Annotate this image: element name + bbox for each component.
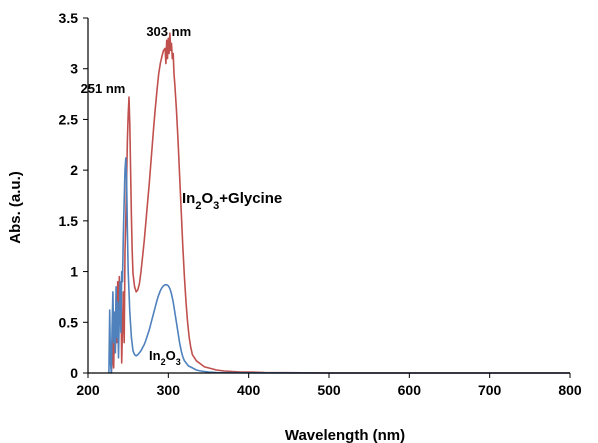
label-subscript: 3: [176, 357, 181, 367]
x-tick-label: 600: [398, 382, 422, 398]
y-tick-label: 1: [70, 264, 78, 280]
x-tick-label: 400: [237, 382, 261, 398]
x-tick-label: 300: [157, 382, 181, 398]
label-text: O: [166, 348, 176, 363]
y-tick-label: 0.5: [59, 314, 79, 330]
series-label-in2o3: In2O3: [149, 348, 181, 367]
label-text: +Glycine: [219, 190, 282, 207]
label-text: In: [182, 190, 195, 207]
ticks-layer: 200 300 400 500 600 700 800 0 0.5 1 1.5 2 2.5 3 3.5: [59, 10, 582, 398]
x-tick-label: 500: [317, 382, 341, 398]
x-axis-label: Wavelength (nm): [285, 427, 405, 443]
x-tick-label: 800: [558, 382, 582, 398]
x-tick-label: 700: [478, 382, 502, 398]
label-text: In: [149, 348, 161, 363]
series-label-in2o3-glycine: In2O3+Glycine: [182, 190, 282, 212]
label-subscript: 3: [213, 200, 219, 212]
y-tick-label: 2.5: [59, 111, 79, 127]
y-tick-label: 1.5: [59, 213, 79, 229]
y-axis-label: Abs. (a.u.): [7, 171, 24, 244]
series-line-glycine: [110, 32, 570, 374]
annotation-peak-303: 303 nm: [146, 24, 191, 39]
label-subscript: 2: [195, 200, 201, 212]
y-tick-label: 3.5: [59, 10, 79, 26]
label-subscript: 2: [161, 357, 166, 367]
label-text: O: [201, 190, 213, 207]
x-tick-label: 200: [76, 382, 100, 398]
y-tick-label: 3: [70, 61, 78, 77]
annotation-peak-251: 251 nm: [81, 81, 126, 96]
y-tick-label: 2: [70, 162, 78, 178]
axes-layer: [87, 18, 570, 374]
series-line-in2o3: [108, 157, 570, 374]
series-layer: [108, 32, 570, 374]
y-tick-label: 0: [70, 365, 78, 381]
